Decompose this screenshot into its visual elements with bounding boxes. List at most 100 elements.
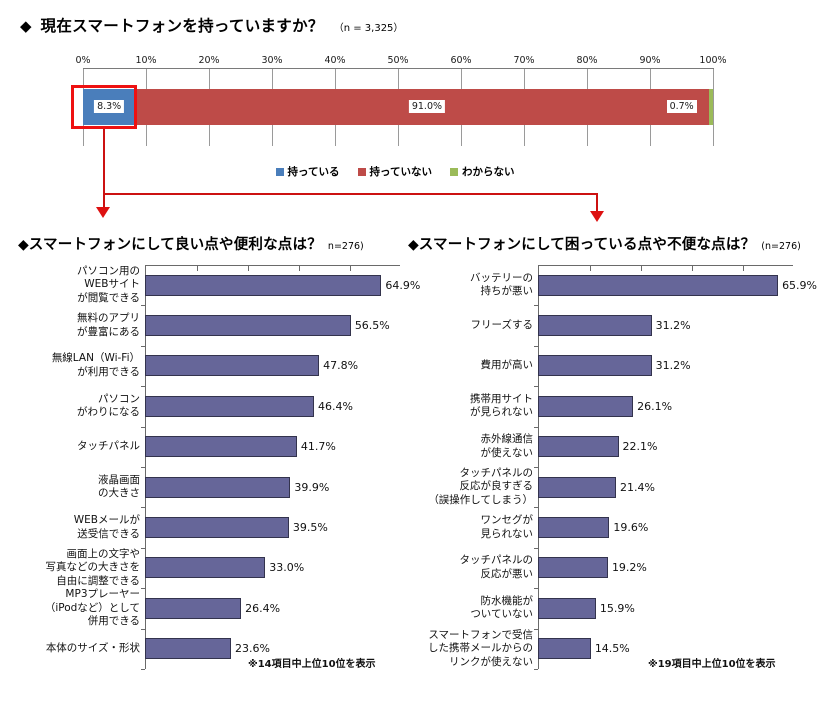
horizontal-bar [145,274,382,296]
horizontal-bar [145,638,231,660]
top-axis-tick-label: 80% [576,55,598,66]
horizontal-bar [145,476,291,498]
chart-row: 46.4% パソコン がわりになる [77,386,400,428]
chart-row: 26.1% 携帯用サイト が見られない [470,386,793,428]
row-axis-tick [141,588,145,590]
chart-row: 56.5% 無料のアプリ が豊富にある [77,305,400,347]
horizontal-bar [538,597,596,619]
top-axis-tick-label: 50% [387,55,409,66]
row-axis-tick [141,547,145,549]
stacked-bar-value-label: 8.3% [94,100,125,113]
legend-item[interactable]: わからない [449,164,515,179]
panel-axis-tick [350,266,351,271]
bar-category-label: MP3プレーヤー （iPodなど）として 併用できる [44,588,140,628]
bar-category-label: 無料のアプリ が豊富にある [77,312,140,338]
row-axis-tick [534,426,538,428]
right-diamond-bullet-icon: ◆ [408,237,419,253]
row-axis-tick [141,345,145,347]
horizontal-bar [538,315,652,337]
right-panel-chart: 65.9% バッテリーの 持ちが悪い 31.2% フリーズする 31.2% 費用が高い 26… [428,265,817,670]
top-axis-tick-label: 30% [261,55,283,66]
top-axis-tick-label: 100% [699,55,727,66]
horizontal-bar [145,517,289,539]
bar-category-label: 費用が高い [480,359,534,372]
top-axis-tick-label: 0% [75,55,91,66]
bar-category-label: 本体のサイズ・形状 [45,642,140,655]
diamond-bullet-icon: ◆ [20,17,32,35]
row-axis-tick [534,668,538,670]
horizontal-bar [538,395,634,417]
left-plot-frame [145,265,400,669]
top-chart-axis-labels: 0% 10% 20% 30% 40% 50% 60% 70% 80% 90% 100% [75,55,726,68]
bar-category-label: スマートフォンで受信 した携帯メールからの リンクが使えない [428,628,533,668]
panel-axis-tick [641,266,642,271]
horizontal-bar [538,476,616,498]
bar-value-label: 26.4% [245,601,281,615]
top-axis-tick-label: 40% [324,55,346,66]
top-stacked-bar: 8.3% 91.0% 0.7% [83,89,713,125]
bar-category-label: タッチパネルの 反応が悪い [459,554,534,580]
legend-label: 持っていない [369,166,432,178]
bar-category-label: 防水機能が ついていない [470,594,533,621]
bar-value-label: 22.1% [622,440,658,454]
bar-category-label: タッチパネル [77,440,140,453]
bar-value-label: 47.8% [323,359,359,373]
chart-row: 39.5% WEBメールが 送受信できる [74,507,400,549]
row-axis-tick [141,305,145,307]
legend-label: わからない [461,166,515,178]
panel-axis-tick [692,266,693,271]
bar-value-label: 26.1% [637,399,673,413]
chart-row: 65.9% バッテリーの 持ちが悪い [470,265,817,307]
bar-category-label: 無線LAN（Wi-Fi） が利用できる [51,352,140,378]
bar-value-label: 15.9% [599,601,635,615]
bar-category-label: 携帯用サイト が見られない [470,392,533,419]
horizontal-bar [538,517,610,539]
legend-item[interactable]: 持っている [275,164,340,179]
row-axis-tick [534,628,538,630]
row-axis-tick [141,668,145,670]
bar-value-label: 46.4% [318,399,353,413]
horizontal-bar [145,436,297,458]
left-panel-title: スマートフォンにして良い点や便利な点は？ [28,237,322,253]
bar-value-label: 19.6% [613,521,649,535]
left-panel-sample-size: n=276) [327,241,364,252]
right-panel-heading: ◆ スマートフォンにして困っている点や不便な点は？ (n=276) [408,233,801,254]
bar-value-label: 23.6% [234,642,270,656]
row-axis-tick [141,628,145,630]
horizontal-bar [145,355,320,377]
legend-swatch-icon [357,167,366,176]
right-plot-frame [538,265,793,669]
right-panel-title: スマートフォンにして困っている点や不便な点は？ [418,237,756,253]
bar-value-label: 56.5% [354,319,390,333]
top-chart-axis-line [83,68,714,69]
panel-axis-tick [197,266,198,271]
legend-swatch-icon [275,167,284,176]
legend-item[interactable]: 持っていない [357,164,432,179]
bar-value-label: 19.2% [611,561,647,575]
callout-arrow-left [96,207,110,218]
chart-row: 19.6% ワンセグが 見られない [481,507,793,549]
bar-category-label: 赤外線通信 が使えない [480,433,534,459]
chart-row: 14.5% スマートフォンで受信 した携帯メールからの リンクが使えない [428,629,793,670]
horizontal-bar [538,436,619,458]
row-axis-tick [534,507,538,509]
top-axis-tick-label: 90% [639,55,661,66]
chart-row: 33.0% 画面上の文字や 写真などの大きさを 自由に調整できる [46,548,400,590]
chart-row: 22.1% 赤外線通信 が使えない [481,427,793,468]
panel-axis-tick [299,266,300,271]
top-question-heading: ◆ 現在スマートフォンを持っていますか？ （n = 3,325） [20,14,403,36]
left-panel-footnote: ※14項目中上位10位を表示 [248,659,376,670]
right-panel-footnote: ※19項目中上位10位を表示 [648,659,776,670]
callout-highlight-box [71,85,137,129]
top-axis-tick-label: 60% [450,55,472,66]
bar-category-label: フリーズする [470,318,533,331]
bar-value-label: 39.5% [292,521,328,535]
row-axis-tick [141,386,145,388]
chart-row: 26.4% MP3プレーヤー （iPodなど）として 併用できる [45,588,400,630]
top-sample-size: （n = 3,325） [333,23,404,34]
left-panel-chart: 64.9% パソコン用の WEBサイト が閲覧できる 56.5% 無料のアプリ が豊富… [45,265,420,670]
chart-row: 47.8% 無線LAN（Wi-Fi） が利用できる [52,346,400,388]
bar-value-label: 33.0% [269,561,305,575]
chart-row: 41.7% タッチパネル [77,427,400,468]
bar-category-label: タッチパネルの 反応が良すぎる （誤操作してしまう） [428,466,533,506]
